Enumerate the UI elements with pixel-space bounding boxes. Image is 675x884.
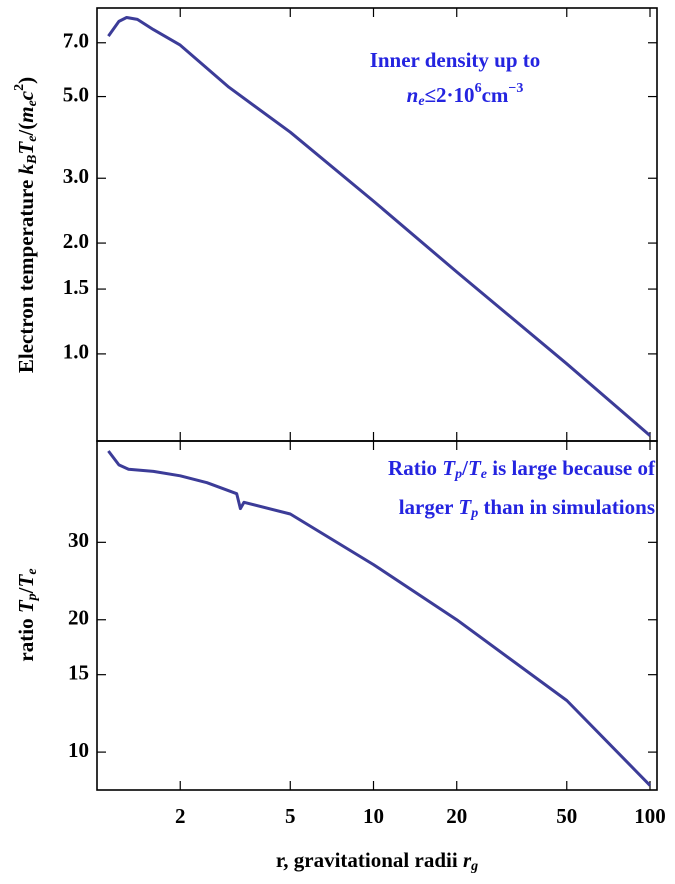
y-tick-label: 30 (68, 528, 89, 552)
data-line (107, 16, 651, 437)
x-axis-label-part: g (470, 859, 478, 874)
y-tick-label: 2.0 (63, 229, 89, 253)
y-axis-label-part: /( (14, 123, 38, 137)
annotation-part: T (468, 456, 482, 480)
annotation-part: larger (399, 495, 459, 519)
y-tick-label: 7.0 (63, 29, 89, 53)
annotation-part: n (407, 83, 419, 107)
annotation-part: T (442, 456, 456, 480)
plot-frame (96, 440, 658, 791)
y-axis-label-part: B (25, 155, 40, 165)
y-tick-label: 5.0 (63, 82, 89, 106)
annotation: larger Tp than in simulations (399, 495, 655, 521)
annotation: Ratio Tp/Te is large because of (388, 456, 656, 482)
annotation-part: T (458, 495, 472, 519)
x-tick-label: 100 (634, 804, 666, 828)
y-axis-label: ratio Tp/Te (14, 568, 40, 661)
data-line (107, 450, 652, 787)
annotation-part: Ratio (388, 456, 442, 480)
y-axis-label-part: ) (14, 77, 38, 84)
y-axis-label-part: T (14, 573, 38, 587)
y-axis-label-part: e (25, 100, 40, 106)
x-tick-label: 5 (285, 804, 296, 828)
annotation-part: e (481, 467, 487, 482)
annotation-part: Inner density up to (370, 48, 541, 72)
y-axis-label-part: Electron temperature (14, 174, 38, 373)
y-axis-label-part: e (25, 568, 40, 574)
y-axis-label-part: c (14, 90, 38, 100)
x-axis-label: r, gravitational radii rg (276, 848, 478, 874)
annotation-part: ≤2·10 (425, 83, 475, 107)
annotation-part: −3 (508, 81, 523, 96)
y-axis-label-part: T (14, 141, 38, 155)
y-axis-label-part: k (14, 163, 38, 174)
x-tick-label: 10 (363, 804, 384, 828)
y-axis-label-part: m (14, 106, 38, 122)
annotation-part: p (470, 506, 478, 521)
annotation-part: 6 (475, 81, 482, 96)
plot-frame (96, 7, 658, 442)
x-axis-label-part: r, gravitational radii (276, 848, 463, 872)
y-axis-label: Electron temperature kBTe/(mec2) (12, 77, 40, 373)
y-axis-label-part: 2 (12, 84, 27, 91)
y-axis-label-part: ratio (14, 613, 38, 661)
y-tick-label: 1.0 (63, 340, 89, 364)
y-axis-label-part: / (14, 586, 38, 594)
y-axis-label-part: p (25, 593, 40, 601)
y-axis-label-part: T (14, 599, 38, 613)
y-tick-label: 1.5 (63, 275, 89, 299)
y-axis-label-part: e (25, 136, 40, 142)
y-tick-label: 10 (68, 738, 89, 762)
y-tick-label: 20 (68, 606, 89, 630)
annotation-part: / (461, 456, 469, 480)
annotation-part: is large because of (487, 456, 656, 480)
annotation-part: e (418, 94, 424, 109)
annotation: ne≤2·106cm−3 (407, 81, 524, 109)
x-axis-label-part: r (463, 848, 472, 872)
annotation-part: than in simulations (478, 495, 655, 519)
y-tick-label: 3.0 (63, 164, 89, 188)
annotation-part: p (454, 467, 462, 482)
y-tick-label: 15 (68, 660, 89, 684)
annotation: Inner density up to (370, 48, 541, 72)
x-tick-label: 50 (556, 804, 577, 828)
x-tick-label: 20 (446, 804, 467, 828)
annotation-part: cm (482, 83, 509, 107)
x-tick-label: 2 (175, 804, 186, 828)
